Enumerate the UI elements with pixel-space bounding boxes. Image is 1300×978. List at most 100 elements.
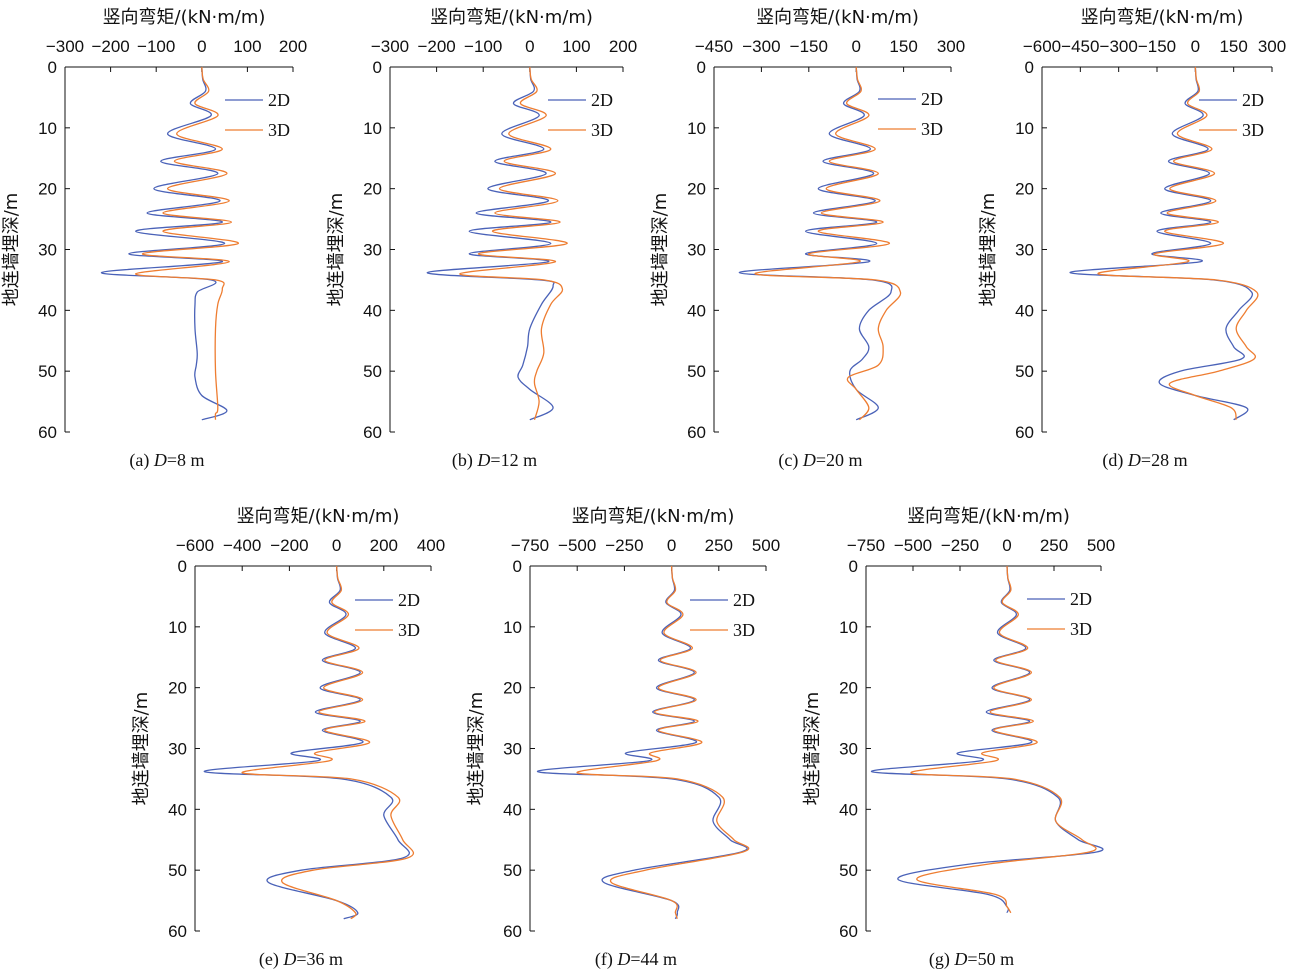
x-tick-label: 500 (752, 536, 780, 555)
x-tick-label: 400 (417, 536, 445, 555)
legend-label-3d: 3D (1242, 120, 1264, 140)
series-line-3d (576, 565, 750, 920)
y-tick-label: 10 (687, 119, 706, 138)
caption-variable: D (476, 450, 490, 470)
x-tick-label: −400 (223, 536, 261, 555)
y-tick-label: 50 (38, 362, 57, 381)
y-tick-label: 40 (168, 800, 187, 819)
legend-label-2d: 2D (591, 90, 613, 110)
x-tick-label: −150 (1138, 37, 1176, 56)
x-tick-label: 0 (851, 37, 860, 56)
y-tick-label: 20 (687, 180, 706, 199)
legend-label-3d: 3D (1070, 619, 1092, 639)
y-tick-label: 50 (687, 362, 706, 381)
y-tick-label: 0 (178, 557, 187, 576)
caption-prefix: (g) (929, 949, 955, 970)
series-line-3d (135, 66, 239, 420)
legend-label-2d: 2D (921, 89, 943, 109)
panel-caption: (c) D=20 m (778, 450, 862, 471)
caption-value: =8 m (167, 450, 205, 470)
y-tick-label: 40 (1015, 301, 1034, 320)
y-tick-label: 60 (1015, 423, 1034, 442)
caption-variable: D (802, 450, 816, 470)
x-tick-label: −600 (1023, 37, 1061, 56)
y-tick-label: 30 (168, 740, 187, 759)
x-axis-title: 竖向弯矩/(kN·m/m) (907, 506, 1070, 527)
y-tick-label: 50 (503, 861, 522, 880)
y-tick-label: 30 (503, 740, 522, 759)
legend-label-3d: 3D (921, 119, 943, 139)
y-tick-label: 50 (363, 362, 382, 381)
y-axis-title: 地连墙埋深/m (802, 692, 823, 806)
x-axis-title: 竖向弯矩/(kN·m/m) (430, 7, 593, 28)
x-tick-label: 150 (889, 37, 917, 56)
x-tick-label: −100 (137, 37, 175, 56)
chart-panel-g: 竖向弯矩/(kN·m/m) −750 −500 −250 0 250 500 0 10 20 30 4… (802, 506, 1115, 970)
caption-value: =28 m (1141, 450, 1188, 470)
series-line-2d (426, 66, 555, 421)
panel-caption: (e) D=36 m (259, 949, 343, 970)
x-tick-label: 0 (197, 37, 206, 56)
x-tick-label: 250 (1040, 536, 1068, 555)
y-tick-label: 60 (168, 922, 187, 941)
legend-label-2d: 2D (398, 590, 420, 610)
caption-variable: D (153, 450, 167, 470)
x-tick-label: −250 (941, 536, 979, 555)
x-tick-label: −300 (1100, 37, 1138, 56)
chart-panel-f: 竖向弯矩/(kN·m/m) −750 −500 −250 0 250 500 0 10 20 30 4… (466, 506, 780, 970)
x-tick-label: 200 (370, 536, 398, 555)
y-axis-title: 地连墙埋深/m (466, 692, 487, 806)
x-tick-label: −100 (464, 37, 502, 56)
legend-label-3d: 3D (591, 120, 613, 140)
x-tick-label: −200 (417, 37, 455, 56)
x-tick-label: −600 (176, 536, 214, 555)
caption-variable: D (282, 949, 296, 969)
caption-value: =12 m (490, 450, 537, 470)
x-tick-label: 100 (562, 37, 590, 56)
chart-panel-a: 竖向弯矩/(kN·m/m) −300 −200 −100 0 100 200 0 10 20 30 4… (1, 7, 307, 471)
series-line-2d (870, 565, 1104, 913)
x-tick-label: 200 (609, 37, 637, 56)
x-tick-label: −450 (1061, 37, 1099, 56)
legend-label-3d: 3D (398, 620, 420, 640)
series-line-3d (241, 565, 414, 920)
x-axis-title: 竖向弯矩/(kN·m/m) (756, 7, 919, 28)
x-tick-label: −450 (695, 37, 733, 56)
caption-prefix: (d) (1102, 450, 1128, 471)
x-tick-label: 500 (1087, 536, 1115, 555)
panel-caption: (a) D=8 m (129, 450, 204, 471)
panel-caption: (g) D=50 m (929, 949, 1014, 970)
x-axis-title: 竖向弯矩/(kN·m/m) (572, 506, 735, 527)
y-tick-label: 20 (363, 180, 382, 199)
x-tick-label: 200 (279, 37, 307, 56)
y-tick-label: 40 (503, 800, 522, 819)
legend-label-2d: 2D (1070, 589, 1092, 609)
panel-caption: (d) D=28 m (1102, 450, 1187, 471)
caption-variable: D (616, 949, 630, 969)
y-tick-label: 30 (687, 241, 706, 260)
chart-panel-e: 竖向弯矩/(kN·m/m) −600 −400 −200 0 200 400 0 10 20 30 4… (131, 506, 445, 970)
x-tick-label: −200 (91, 37, 129, 56)
caption-value: =20 m (816, 450, 863, 470)
y-tick-label: 20 (1015, 180, 1034, 199)
y-tick-label: 30 (1015, 241, 1034, 260)
series-line-2d (100, 66, 228, 421)
chart-panel-c: 竖向弯矩/(kN·m/m) −450 −300 −150 0 150 300 0 10 20 30 4… (650, 7, 965, 471)
x-axis-title: 竖向弯矩/(kN·m/m) (237, 506, 400, 527)
x-tick-label: −750 (511, 536, 549, 555)
y-tick-label: 60 (503, 922, 522, 941)
x-tick-label: 100 (233, 37, 261, 56)
x-tick-label: 0 (525, 37, 534, 56)
panel-caption: (f) D=44 m (595, 949, 677, 970)
x-tick-label: 0 (332, 536, 341, 555)
x-tick-label: −300 (46, 37, 84, 56)
x-tick-label: 300 (937, 37, 965, 56)
y-tick-label: 50 (168, 861, 187, 880)
y-tick-label: 10 (38, 119, 57, 138)
legend-label-3d: 3D (733, 620, 755, 640)
y-tick-label: 40 (363, 301, 382, 320)
y-tick-label: 0 (373, 58, 382, 77)
caption-variable: D (953, 949, 967, 969)
caption-variable: D (1127, 450, 1141, 470)
